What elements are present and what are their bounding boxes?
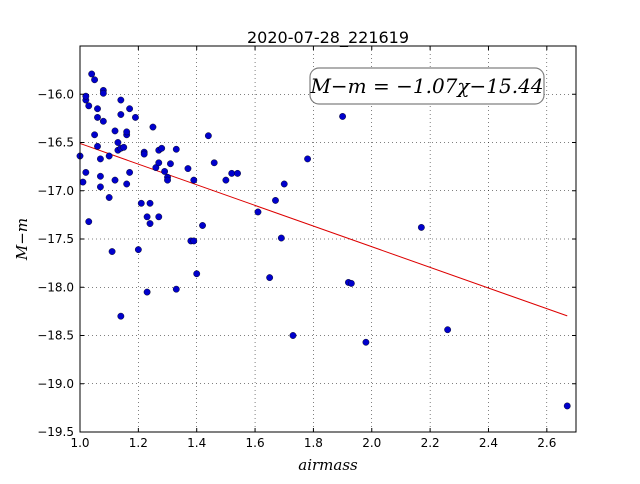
data-point xyxy=(111,176,119,184)
data-point xyxy=(94,142,101,150)
data-point xyxy=(184,165,192,172)
data-point xyxy=(132,114,139,121)
data-point xyxy=(362,338,370,346)
x-tick-label: 1.2 xyxy=(129,436,148,450)
x-tick-label: 1.4 xyxy=(187,436,206,450)
data-point xyxy=(117,111,125,118)
data-point xyxy=(126,105,134,113)
data-point xyxy=(91,131,98,139)
data-point xyxy=(172,145,180,153)
axis-ticks: 1.0 1.2 1.4 1.6 1.8 2.0 2.2 2.4 2.6 −16.0 −16.5 −17… xyxy=(37,46,576,450)
y-tick-label: −19.0 xyxy=(37,377,74,391)
y-tick-label: −18.0 xyxy=(37,280,74,294)
data-points xyxy=(76,70,571,410)
data-point xyxy=(94,114,101,121)
x-tick-label: 2.6 xyxy=(537,436,556,450)
fit-equation-text: M−m = −1.07χ−15.44 xyxy=(309,74,543,98)
fit-line xyxy=(79,142,568,317)
data-point xyxy=(266,274,274,281)
data-point xyxy=(117,96,125,104)
data-point xyxy=(85,102,93,110)
data-point xyxy=(210,159,218,167)
data-point xyxy=(82,169,90,176)
data-point xyxy=(272,196,279,204)
data-point xyxy=(155,159,163,167)
data-point xyxy=(444,326,452,334)
data-point xyxy=(99,117,107,125)
x-tick-label: 2.2 xyxy=(421,436,440,450)
data-point xyxy=(123,128,131,136)
data-point xyxy=(120,143,128,151)
data-point xyxy=(146,199,154,207)
data-point xyxy=(114,139,122,146)
data-point xyxy=(126,169,134,176)
data-point xyxy=(347,279,355,287)
data-point xyxy=(228,169,236,177)
x-tick-label: 1.6 xyxy=(246,436,265,450)
data-point xyxy=(167,160,174,168)
data-point xyxy=(143,213,151,221)
data-point xyxy=(99,89,107,97)
data-point xyxy=(146,220,154,227)
data-point xyxy=(108,248,116,255)
data-point xyxy=(134,246,142,254)
data-point xyxy=(417,224,425,231)
x-tick-label: 2.4 xyxy=(479,436,498,450)
data-point xyxy=(304,155,311,163)
x-tick-label: 1.8 xyxy=(304,436,323,450)
data-point xyxy=(111,127,119,135)
data-point xyxy=(140,150,148,158)
data-point xyxy=(193,270,201,278)
fit-line-group xyxy=(79,142,568,317)
data-point xyxy=(280,180,288,188)
y-axis-label: M−m xyxy=(13,218,31,261)
data-point xyxy=(563,402,571,410)
data-point xyxy=(222,176,230,184)
y-tick-label: −16.5 xyxy=(37,136,74,150)
data-point xyxy=(234,169,241,177)
data-point xyxy=(204,132,212,140)
fit-equation-box: M−m = −1.07χ−15.44 xyxy=(309,67,545,105)
y-tick-label: −16.0 xyxy=(37,87,74,101)
data-point xyxy=(117,312,125,320)
y-tick-label: −18.5 xyxy=(37,329,74,343)
data-point xyxy=(161,168,169,175)
data-point xyxy=(82,92,90,100)
y-tick-label: −17.5 xyxy=(37,232,74,246)
data-point xyxy=(97,183,104,191)
data-point xyxy=(137,199,145,207)
data-point xyxy=(164,176,171,184)
y-tick-label: −19.5 xyxy=(37,425,74,439)
x-axis-label: airmass xyxy=(298,456,358,474)
data-point xyxy=(190,237,198,245)
data-point xyxy=(123,180,131,188)
data-point xyxy=(172,285,180,293)
data-point xyxy=(254,208,262,216)
data-point xyxy=(339,113,346,120)
data-point xyxy=(199,222,206,229)
data-point xyxy=(143,288,151,296)
data-point xyxy=(277,234,285,242)
data-point xyxy=(97,155,104,163)
x-tick-label: 1.0 xyxy=(70,436,89,450)
data-point xyxy=(155,213,163,221)
x-tick-label: 2.0 xyxy=(362,436,381,450)
chart-title: 2020-07-28_221619 xyxy=(247,28,409,48)
annotation-box xyxy=(309,67,545,105)
data-point xyxy=(88,70,96,78)
data-point xyxy=(149,123,157,131)
data-point xyxy=(97,172,104,180)
data-point xyxy=(105,194,113,201)
data-point xyxy=(289,332,297,339)
data-point xyxy=(158,144,166,152)
y-tick-label: −17.0 xyxy=(37,184,74,198)
data-point xyxy=(91,76,98,84)
data-point xyxy=(105,152,113,160)
data-point xyxy=(79,178,87,186)
data-point xyxy=(94,105,101,113)
data-point xyxy=(190,176,198,184)
data-point xyxy=(85,218,93,226)
